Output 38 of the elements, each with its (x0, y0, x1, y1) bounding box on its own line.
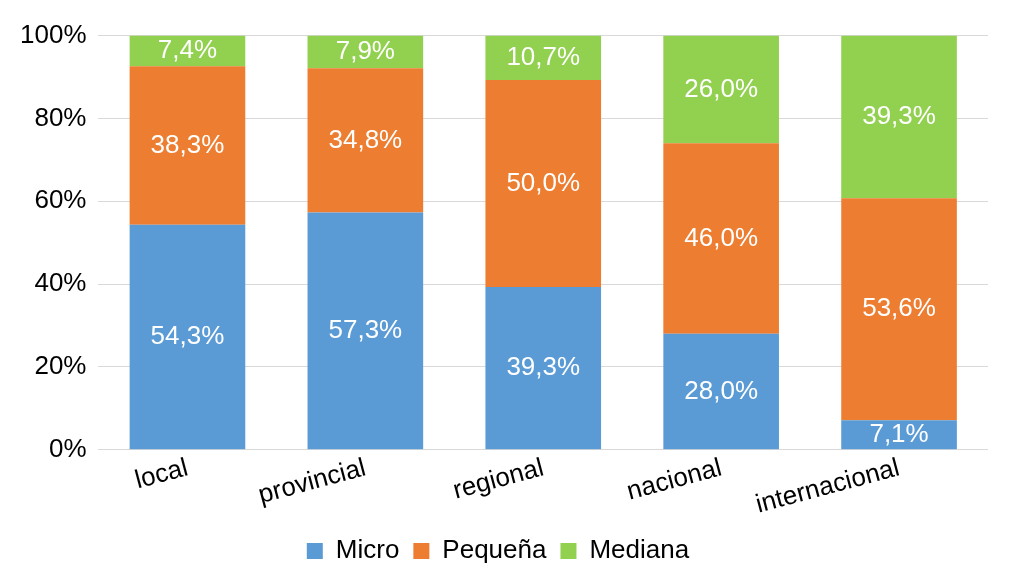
data-label: 26,0% (684, 72, 759, 103)
data-label: 57,3% (328, 313, 403, 344)
y-tick-label: 60% (34, 184, 87, 215)
bar (129, 224, 246, 450)
data-label: 7,4% (157, 34, 218, 65)
bar (841, 198, 957, 421)
data-label: 53,6% (862, 292, 936, 323)
x-tick-label: local (131, 451, 191, 495)
x-tick-label: nacional (623, 451, 725, 506)
data-label: 46,0% (684, 221, 759, 252)
data-label: 39,3% (862, 100, 936, 131)
bar (129, 66, 246, 225)
y-tick-label: 80% (34, 101, 87, 132)
data-label: 38,3% (150, 128, 225, 159)
legend-label: Pequeña (442, 534, 547, 565)
data-label: 7,1% (869, 417, 929, 448)
y-tick-label: 0% (48, 432, 87, 463)
bar (307, 212, 424, 450)
bar (485, 286, 602, 450)
bar (663, 333, 779, 450)
data-label: 50,0% (506, 166, 581, 197)
bar (663, 143, 779, 334)
data-label: 54,3% (150, 320, 225, 351)
bar (307, 68, 424, 213)
bar (485, 79, 602, 287)
y-tick-label: 40% (34, 267, 87, 298)
x-tick-label: regional (449, 451, 547, 505)
data-label: 39,3% (506, 351, 581, 382)
data-label: 7,9% (335, 35, 395, 66)
bar (841, 35, 957, 199)
bar (663, 35, 779, 144)
data-label: 10,7% (506, 40, 581, 71)
data-label: 34,8% (328, 123, 403, 154)
legend-label: Micro (335, 534, 400, 565)
data-label: 28,0% (684, 374, 759, 405)
legend-label: Mediana (589, 534, 690, 565)
y-tick-label: 100% (20, 18, 87, 49)
y-tick-label: 20% (34, 350, 87, 381)
